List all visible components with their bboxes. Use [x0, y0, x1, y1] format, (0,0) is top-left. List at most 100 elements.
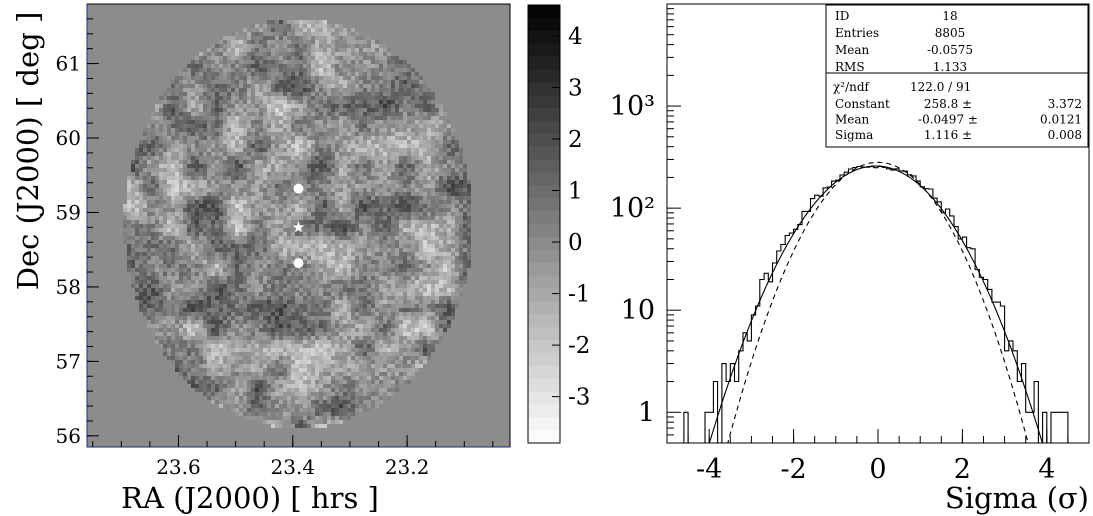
map-pixel: [123, 220, 127, 224]
map-pixel: [395, 236, 399, 240]
map-pixel: [295, 48, 299, 52]
map-pixel: [159, 260, 163, 264]
map-pixel: [167, 104, 171, 108]
map-pixel: [251, 244, 255, 248]
map-pixel: [387, 128, 391, 132]
map-pixel: [431, 284, 435, 288]
map-pixel: [171, 212, 175, 216]
map-pixel: [367, 272, 371, 276]
map-pixel: [335, 176, 339, 180]
map-pixel: [287, 36, 291, 40]
map-pixel: [343, 200, 347, 204]
map-pixel: [311, 20, 315, 24]
map-pixel: [319, 24, 323, 28]
map-pixel: [227, 56, 231, 60]
map-pixel: [187, 120, 191, 124]
map-pixel: [355, 180, 359, 184]
map-pixel: [327, 192, 331, 196]
map-pixel: [419, 128, 423, 132]
map-pixel: [207, 208, 211, 212]
map-pixel: [423, 160, 427, 164]
map-pixel: [275, 196, 279, 200]
map-pixel: [143, 276, 147, 280]
map-pixel: [359, 276, 363, 280]
map-pixel: [231, 148, 235, 152]
map-pixel: [207, 116, 211, 120]
map-pixel: [347, 192, 351, 196]
map-pixel: [435, 108, 439, 112]
map-pixel: [463, 172, 467, 176]
map-pixel: [391, 220, 395, 224]
map-pixel: [207, 268, 211, 272]
map-pixel: [275, 232, 279, 236]
map-pixel: [195, 224, 199, 228]
map-pixel: [331, 152, 335, 156]
map-pixel: [191, 76, 195, 80]
map-pixel: [403, 252, 407, 256]
map-pixel: [159, 120, 163, 124]
map-pixel: [343, 132, 347, 136]
map-pixel: [227, 212, 231, 216]
map-pixel: [207, 164, 211, 168]
map-pixel: [195, 136, 199, 140]
map-pixel: [215, 212, 219, 216]
map-pixel: [195, 264, 199, 268]
map-pixel: [251, 248, 255, 252]
map-pixel: [247, 148, 251, 152]
map-pixel: [387, 196, 391, 200]
map-pixel: [211, 88, 215, 92]
map-pixel: [347, 196, 351, 200]
map-pixel: [323, 184, 327, 188]
map-pixel: [323, 88, 327, 92]
map-pixel: [251, 56, 255, 60]
map-pixel: [423, 172, 427, 176]
map-pixel: [391, 116, 395, 120]
map-pixel: [191, 284, 195, 288]
map-pixel: [267, 236, 271, 240]
map-pixel: [407, 72, 411, 76]
map-pixel: [155, 116, 159, 120]
map-pixel: [139, 228, 143, 232]
map-pixel: [371, 236, 375, 240]
map-pixel: [283, 48, 287, 52]
map-pixel: [127, 220, 131, 224]
map-pixel: [355, 284, 359, 288]
map-pixel: [435, 224, 439, 228]
map-pixel: [151, 152, 155, 156]
map-pixel: [131, 268, 135, 272]
map-pixel: [283, 228, 287, 232]
map-pixel: [327, 196, 331, 200]
map-pixel: [143, 216, 147, 220]
map-pixel: [195, 252, 199, 256]
map-pixel: [195, 108, 199, 112]
map-pixel: [395, 216, 399, 220]
map-pixel: [403, 124, 407, 128]
map-pixel: [271, 144, 275, 148]
map-pixel: [271, 180, 275, 184]
map-pixel: [411, 100, 415, 104]
map-pixel: [399, 200, 403, 204]
map-pixel: [407, 140, 411, 144]
map-pixel: [179, 124, 183, 128]
map-pixel: [331, 104, 335, 108]
map-pixel: [263, 244, 267, 248]
map-pixel: [283, 36, 287, 40]
map-pixel: [463, 252, 467, 256]
map-pixel: [207, 180, 211, 184]
map-pixel: [143, 244, 147, 248]
map-pixel: [147, 176, 151, 180]
map-pixel: [203, 284, 207, 288]
map-pixel: [303, 172, 307, 176]
map-pixel: [423, 212, 427, 216]
map-pixel: [215, 164, 219, 168]
map-pixel: [247, 164, 251, 168]
map-pixel: [207, 92, 211, 96]
map-pixel: [387, 168, 391, 172]
map-pixel: [307, 136, 311, 140]
map-pixel: [423, 100, 427, 104]
map-pixel: [279, 88, 283, 92]
map-pixel: [419, 76, 423, 80]
map-pixel: [299, 76, 303, 80]
map-pixel: [367, 40, 371, 44]
map-pixel: [327, 48, 331, 52]
